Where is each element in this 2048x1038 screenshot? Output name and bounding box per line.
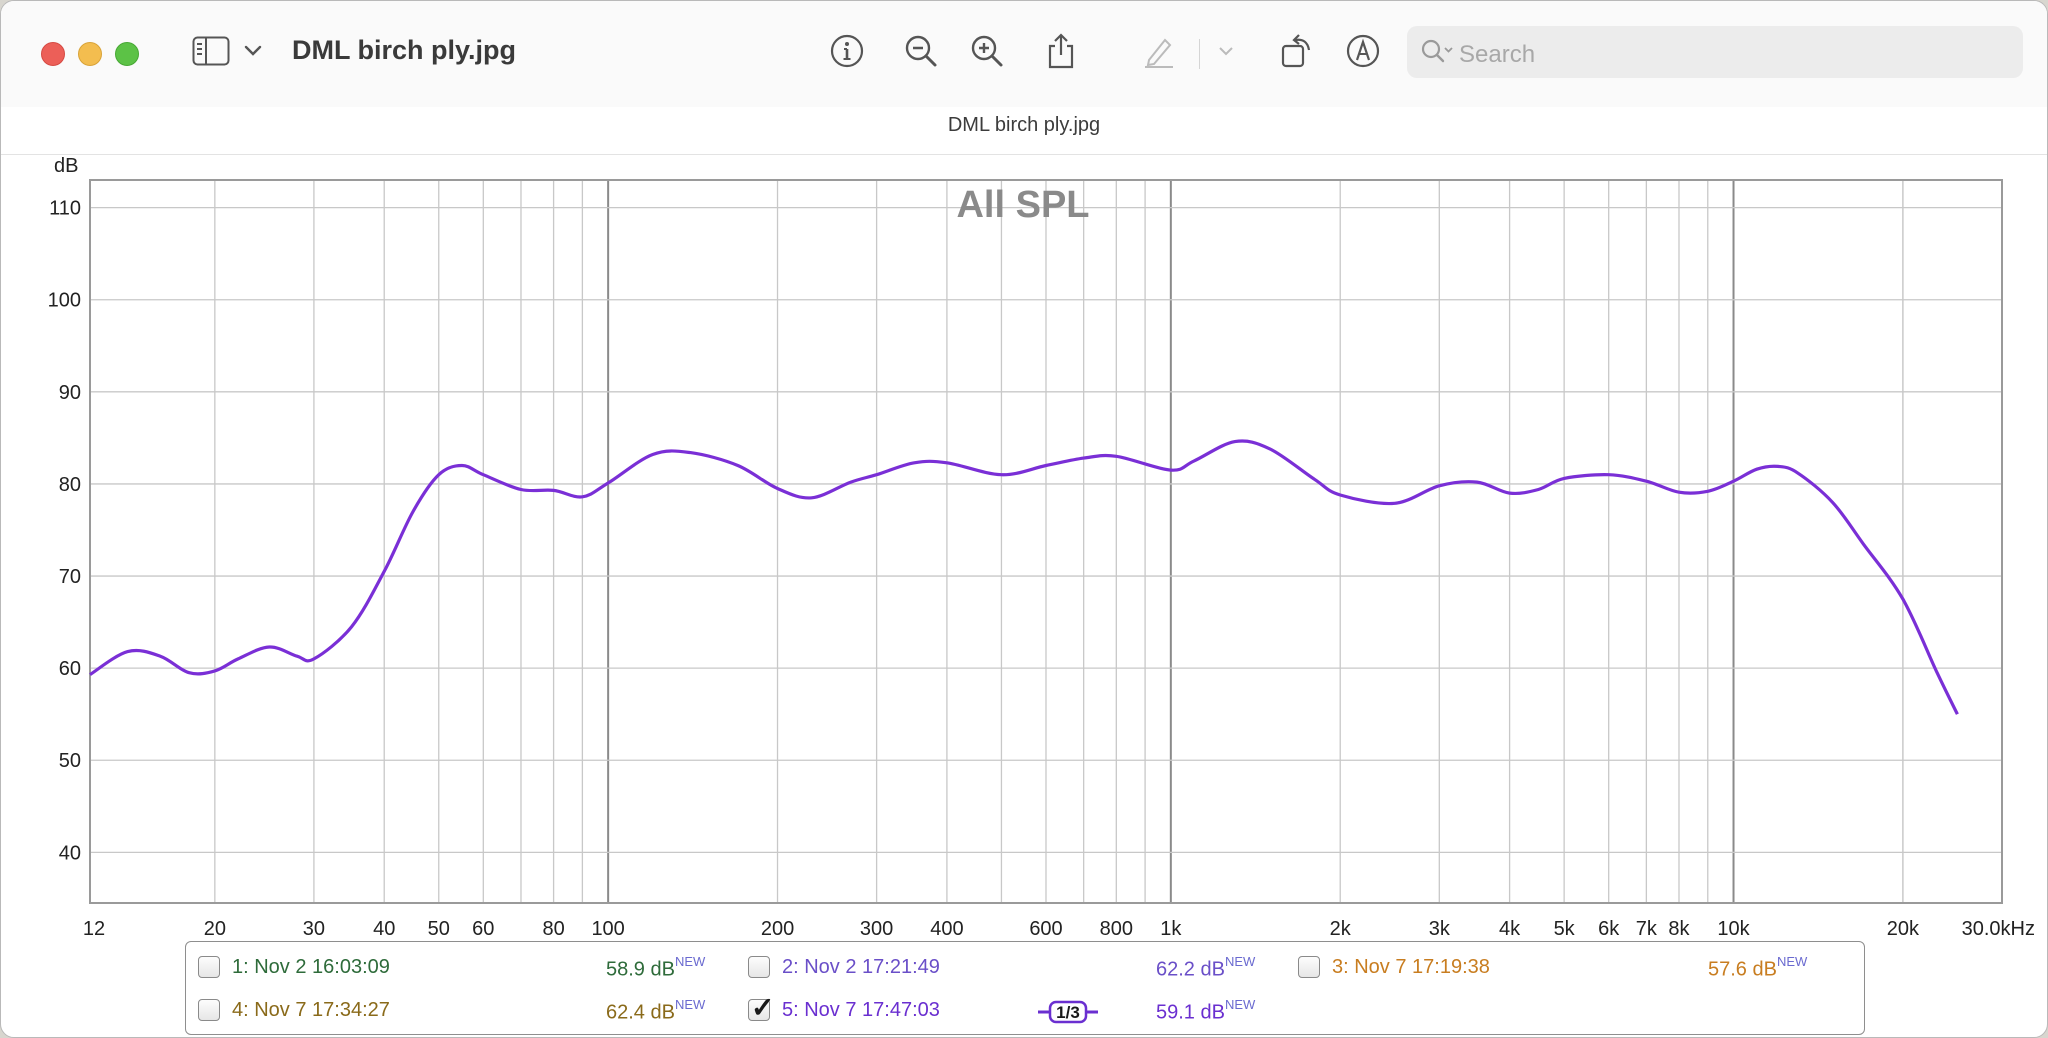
legend-checkbox-3[interactable] [1298,956,1320,978]
legend-label-3: 3: Nov 7 17:19:38 [1332,956,1490,978]
search-icon [1421,39,1453,63]
chevron-down-icon [244,45,262,56]
x-tick-label: 10k [1717,918,1750,940]
y-tick-label: 70 [59,566,81,588]
y-tick-label: 50 [59,750,81,772]
legend-label-2: 2: Nov 2 17:21:49 [782,956,940,978]
legend-checkbox-2[interactable] [748,956,770,978]
x-tick-label: 400 [930,918,963,940]
x-tick-label: 50 [428,918,450,940]
sidebar-toggle-button[interactable] [189,29,233,73]
series-layer [89,439,1959,715]
search-placeholder: Search [1459,41,1536,68]
sidebar-menu-button[interactable] [233,29,273,73]
zoom-out-icon [905,35,937,67]
toolbar-divider [1199,39,1200,69]
y-tick-label: 100 [48,290,81,312]
y-tick-label: 60 [59,658,81,680]
rotate-icon [1281,34,1311,68]
legend-value-3: 57.6 dBNEW [1708,954,1808,981]
spl-series-line [89,439,1959,715]
x-tick-label: 7k [1636,918,1658,940]
info-button[interactable] [825,29,869,73]
markup-pen-icon [1145,38,1173,68]
zoom-in-icon [971,35,1003,67]
x-tick-label: 8k [1668,918,1690,940]
zoom-in-button[interactable] [965,29,1009,73]
annotate-icon [1346,34,1380,68]
x-tick-label: 80 [542,918,564,940]
x-tick-label: 20 [204,918,226,940]
share-button[interactable] [1039,29,1083,73]
chart-title: All SPL [956,184,1089,226]
x-tick-label: 3k [1429,918,1451,940]
y-tick-label: 40 [59,842,81,864]
x-tick-label: 20k [1887,918,1920,940]
chevron-down-icon [1219,47,1233,56]
x-tick-label: 12 [83,918,105,940]
y-tick-labels: 40 50 60 70 80 90 100 110 [48,198,81,865]
x-tick-label: 6k [1598,918,1620,940]
share-icon [1048,33,1074,69]
x-tick-labels: 12 20 30 40 50 60 80 100 200 300 400 600 800 1k 2k 3k 4k… [83,918,2035,940]
title-bar: DML birch ply.jpg [1,1,2047,107]
chart-grid [90,180,2002,903]
y-tick-label: 80 [59,474,81,496]
document-title: DML birch ply.jpg [292,35,517,65]
x-tick-label: 4k [1499,918,1521,940]
markup-button[interactable] [1137,29,1181,73]
plot-frame [89,179,2003,904]
x-tick-label: 800 [1100,918,1133,940]
x-tick-label: 40 [373,918,395,940]
y-axis-label: dB [54,155,78,177]
x-tick-label: 100 [591,918,624,940]
window-subtitle: DML birch ply.jpg [947,114,1101,136]
spl-chart: dB All SPL 40 50 60 70 80 90 100 110 12 20 30 40 50… [48,155,2035,940]
legend-value-1: 58.9 dBNEW [606,954,706,981]
x-tick-label: 5k [1554,918,1576,940]
legend-value-2: 62.2 dBNEW [1156,954,1256,981]
x-tick-label: 60 [472,918,494,940]
legend-label-1: 1: Nov 2 16:03:09 [232,956,390,978]
x-tick-label: 30.0kHz [1962,918,2035,940]
info-icon [830,34,864,68]
y-tick-label: 110 [49,198,81,220]
smoothing-label: 1/3 [1056,1003,1080,1022]
sidebar-icon [192,36,230,66]
measurement-legend: 1: Nov 2 16:03:09 58.9 dBNEW 2: Nov 2 17… [185,941,1865,1035]
legend-checkbox-5[interactable]: ✓ [748,994,774,1022]
x-tick-label: 1k [1160,918,1182,940]
zoom-window-button[interactable] [115,42,139,66]
legend-label-4: 4: Nov 7 17:34:27 [232,999,390,1021]
checkmark-icon: ✓ [751,992,775,1023]
annotate-button[interactable] [1341,29,1385,73]
toolbar-separator [1,154,2047,155]
rotate-button[interactable] [1275,29,1319,73]
y-tick-label: 90 [59,382,81,404]
legend-label-5: 5: Nov 7 17:47:03 [782,999,940,1021]
legend-value-4: 62.4 dBNEW [606,997,706,1024]
x-tick-label: 300 [860,918,893,940]
minimize-window-button[interactable] [78,42,102,66]
legend-value-5: 59.1 dBNEW [1156,997,1256,1024]
close-window-button[interactable] [41,42,65,66]
search-field[interactable]: Search [1407,26,2023,78]
x-tick-label: 30 [303,918,325,940]
markup-menu-button[interactable] [1207,29,1245,73]
legend-checkbox-1[interactable] [198,956,220,978]
x-tick-label: 200 [761,918,794,940]
zoom-out-button[interactable] [899,29,943,73]
smoothing-line-icon: 1/3 [1038,1000,1098,1024]
legend-checkbox-4[interactable] [198,999,220,1021]
x-tick-label: 2k [1330,918,1352,940]
smoothing-indicator: 1/3 [1038,1000,1098,1024]
x-tick-label: 600 [1029,918,1062,940]
